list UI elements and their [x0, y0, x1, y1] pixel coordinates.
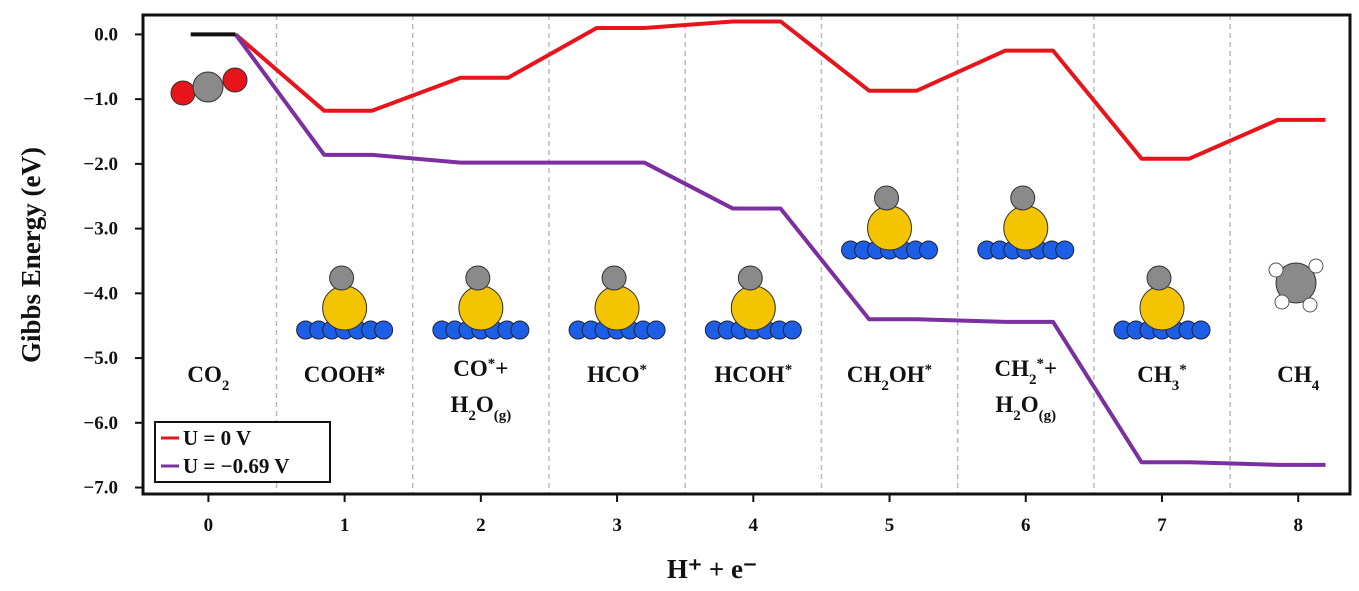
- step-label-part: *: [785, 362, 793, 378]
- step-label-part: (g): [1039, 408, 1057, 424]
- chart: H⁺ + e⁻ Gibbs Energy (eV) 0.0 −1.0 −2.0 −3.…: [0, 0, 1359, 591]
- step-label: CH2OH*: [847, 362, 932, 394]
- c-atom: [602, 266, 626, 290]
- step-label-part: 3: [1172, 378, 1180, 394]
- step-label-part: *: [1036, 356, 1044, 372]
- step-label-part: CH: [847, 362, 882, 387]
- x-tick-label: 3: [612, 515, 622, 536]
- y-tick-label: −2.0: [83, 154, 118, 175]
- slab-atom: [783, 321, 801, 339]
- molecule-sketches: [171, 68, 1323, 339]
- metal-atom: [595, 286, 639, 330]
- x-tick-label: 6: [1021, 515, 1031, 536]
- step-label-part: 4: [1312, 378, 1320, 394]
- step-label-part: +: [1044, 356, 1057, 381]
- step-label-part: CO: [453, 356, 488, 381]
- c-atom: [330, 266, 354, 290]
- y-tick-label: −5.0: [83, 348, 118, 369]
- metal-atom: [1140, 286, 1184, 330]
- step-label-part: CH: [994, 356, 1029, 381]
- metal-atom: [868, 206, 912, 250]
- slab-atom: [920, 241, 938, 259]
- x-tick-label: 7: [1157, 515, 1167, 536]
- x-tick-label: 1: [340, 515, 350, 536]
- x-axis-label: H⁺ + e⁻: [667, 554, 757, 584]
- step-label: CH4: [1277, 362, 1320, 394]
- c-atom: [738, 266, 762, 290]
- step-label-part: H: [995, 392, 1013, 417]
- y-tick-label: 0.0: [94, 24, 118, 45]
- step-label-part: +: [495, 356, 508, 381]
- step-label-part: O: [1021, 392, 1039, 417]
- step-label: HCOH*: [714, 362, 792, 387]
- y-tick-label: −6.0: [83, 413, 118, 434]
- c-atom: [466, 266, 490, 290]
- step-label-part: *: [1179, 362, 1187, 378]
- step-label-part: 2: [1029, 372, 1037, 388]
- slab-atom: [647, 321, 665, 339]
- step-label: CO*+: [453, 356, 508, 381]
- y-tick-label: −3.0: [83, 219, 118, 240]
- step-label-part: O: [476, 392, 494, 417]
- step-label-part: 2: [468, 408, 476, 424]
- c-atom: [1147, 266, 1171, 290]
- step-label-part: H: [450, 392, 468, 417]
- step-label-part: CH: [1277, 362, 1312, 387]
- energy-profile: [236, 21, 1326, 158]
- step-label-part: *: [640, 362, 648, 378]
- x-tick-label: 8: [1293, 515, 1303, 536]
- step-label-part: 2: [1013, 408, 1021, 424]
- slab-atom: [1192, 321, 1210, 339]
- metal-atom: [731, 286, 775, 330]
- step-label: H2O(g): [995, 392, 1056, 424]
- c-atom: [875, 186, 899, 210]
- step-label-part: HCOH: [714, 362, 784, 387]
- step-label: CO2: [187, 362, 229, 394]
- x-tick-label: 4: [749, 515, 759, 536]
- slab-atom: [511, 321, 529, 339]
- step-label-part: *: [488, 356, 496, 372]
- step-label-part: 2: [881, 378, 889, 394]
- step-label-part: CO: [187, 362, 222, 387]
- step-label: H2O(g): [450, 392, 511, 424]
- y-tick-label: −4.0: [83, 283, 118, 304]
- metal-atom: [459, 286, 503, 330]
- slab-atom: [375, 321, 393, 339]
- step-label-part: CH: [1137, 362, 1172, 387]
- x-tick-label: 0: [204, 515, 214, 536]
- step-label: CH3*: [1137, 362, 1187, 394]
- metal-atom: [1004, 206, 1048, 250]
- x-tick-label: 2: [476, 515, 486, 536]
- step-label: HCO*: [587, 362, 647, 387]
- metal-atom: [323, 286, 367, 330]
- step-label-part: *: [925, 362, 933, 378]
- legend-label: U = 0 V: [183, 426, 251, 450]
- y-tick-label: −7.0: [83, 478, 118, 499]
- x-tick-label: 5: [885, 515, 895, 536]
- step-label: CH2*+: [994, 356, 1057, 388]
- c-atom: [1011, 186, 1035, 210]
- step-label-part: 2: [222, 378, 230, 394]
- step-label-part: COOH*: [304, 362, 386, 387]
- step-label-part: (g): [494, 408, 512, 424]
- step-label: COOH*: [304, 362, 386, 387]
- slab-atom: [1056, 241, 1074, 259]
- legend-label: U = −0.69 V: [183, 454, 289, 478]
- step-label-part: OH: [889, 362, 925, 387]
- step-label-part: HCO: [587, 362, 639, 387]
- y-axis-label: Gibbs Energy (eV): [16, 147, 46, 363]
- y-tick-label: −1.0: [83, 89, 118, 110]
